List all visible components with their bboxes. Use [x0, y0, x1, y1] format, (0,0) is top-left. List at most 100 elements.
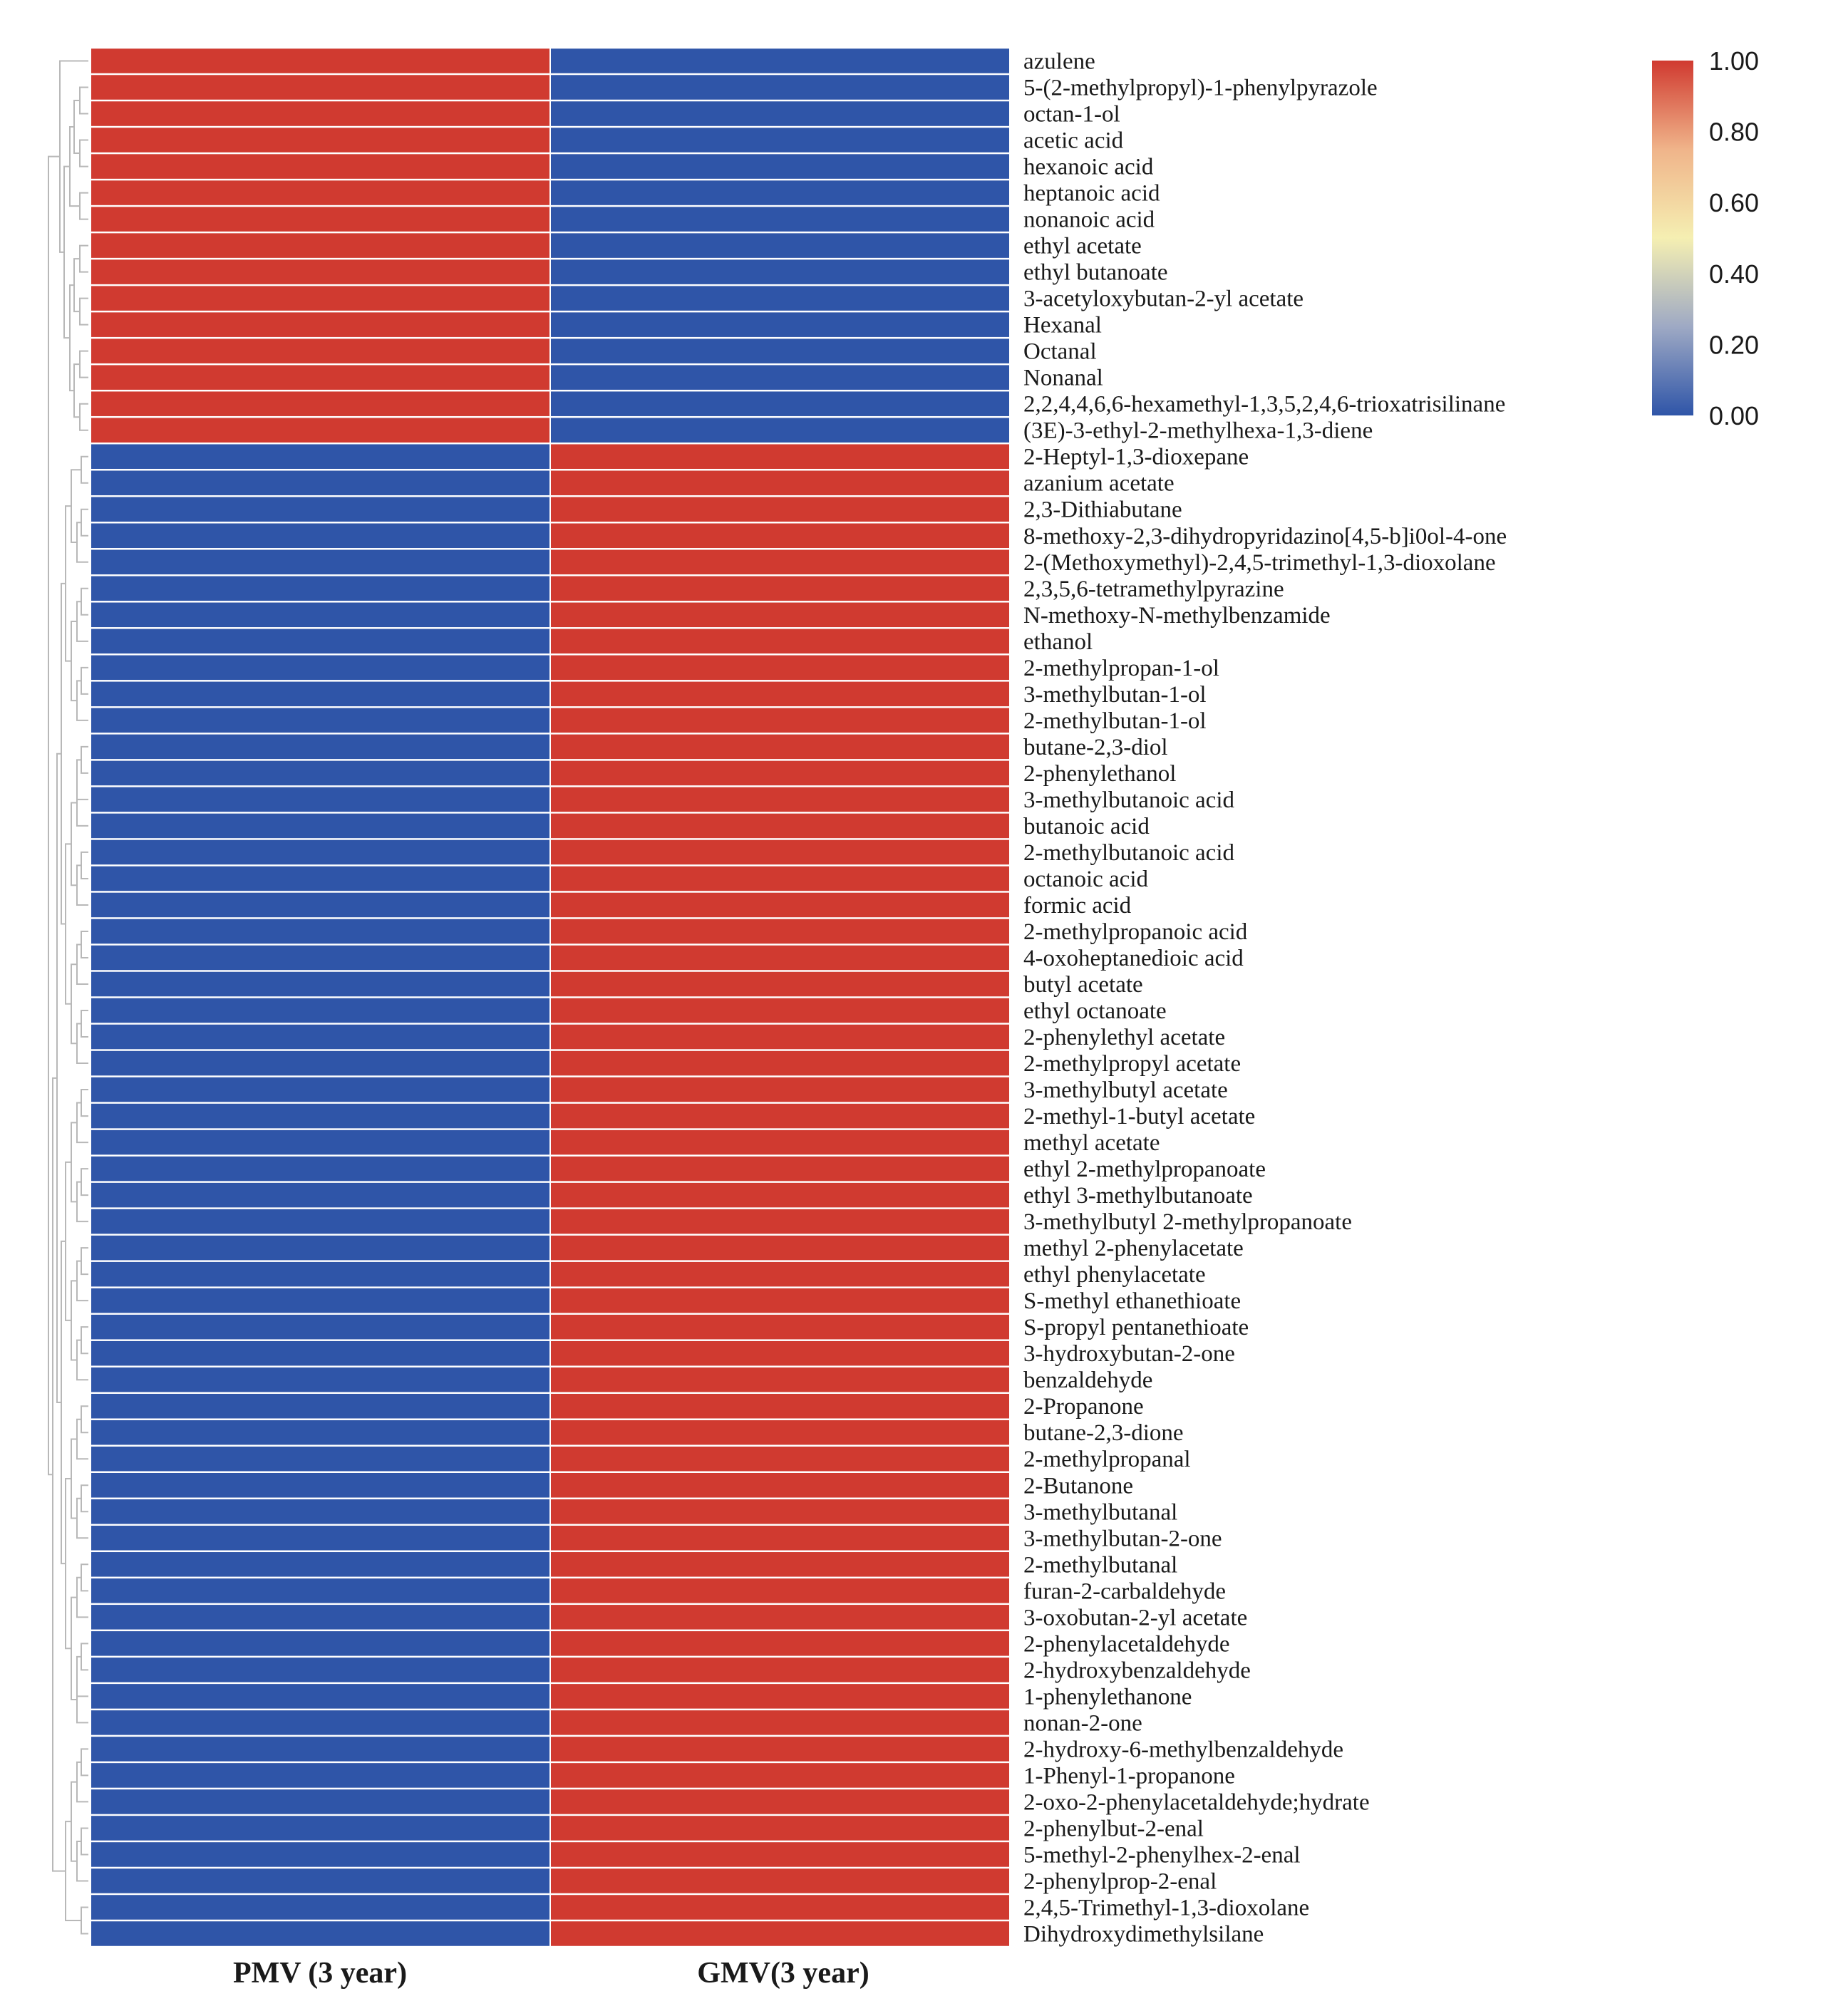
- heatmap-cell: [551, 128, 1009, 152]
- dendrogram-branch: [81, 1484, 88, 1513]
- heatmap-cell: [91, 1473, 549, 1498]
- dendrogram-branch: [76, 780, 88, 827]
- heatmap-cell: [91, 602, 549, 628]
- heatmap-cell: [91, 233, 549, 258]
- row-label: azulene: [1023, 49, 1095, 75]
- row-label: methyl 2-phenylacetate: [1023, 1236, 1244, 1261]
- heatmap-cell: [551, 101, 1009, 126]
- heatmap-cell: [91, 1921, 549, 1946]
- heatmap-cell: [551, 1710, 1009, 1735]
- heatmap-cell: [551, 418, 1009, 443]
- heatmap-cell: [91, 1789, 549, 1814]
- heatmap-cell: [551, 998, 1009, 1023]
- heatmap-cell: [551, 1737, 1009, 1762]
- heatmap-cell: [551, 1658, 1009, 1682]
- row-label: 2-hydroxy-6-methylbenzaldehyde: [1023, 1737, 1343, 1762]
- heatmap-cell: [91, 1631, 549, 1656]
- heatmap-cell: [91, 1129, 549, 1155]
- row-label: butyl acetate: [1023, 972, 1143, 998]
- heatmap-cell: [551, 1552, 1009, 1577]
- heatmap-cell: [551, 391, 1009, 416]
- row-label: 8-methoxy-2,3-dihydropyridazino[4,5-b]i0…: [1023, 524, 1507, 549]
- dendrogram-branch: [76, 1576, 88, 1618]
- row-label: butane-2,3-diol: [1023, 735, 1168, 760]
- heatmap-cell: [91, 1499, 549, 1524]
- heatmap-cell: [91, 576, 549, 601]
- colorbar-tick-label: 1.00: [1709, 46, 1759, 76]
- colorbar-tick-label: 0.00: [1709, 401, 1759, 430]
- dendrogram-branch: [81, 587, 88, 616]
- heatmap-cell: [551, 971, 1009, 997]
- heatmap-cell: [91, 1658, 549, 1682]
- heatmap-cell: [91, 1367, 549, 1392]
- heatmap-cell: [551, 866, 1009, 891]
- heatmap-cell: [91, 1605, 549, 1630]
- heatmap-cell: [91, 1816, 549, 1841]
- heatmap-cell: [91, 1261, 549, 1287]
- row-label: octan-1-ol: [1023, 102, 1120, 128]
- heatmap-cell: [551, 1103, 1009, 1129]
- dendrogram-branch: [71, 1596, 77, 1700]
- heatmap-cell: [91, 971, 549, 997]
- dendrogram-branch: [76, 1102, 88, 1144]
- heatmap-cell: [91, 1393, 549, 1419]
- colorbar-tick-label: 0.40: [1709, 259, 1759, 289]
- dendrogram-branch: [81, 1405, 88, 1434]
- heatmap-cell: [551, 1578, 1009, 1603]
- row-label: nonan-2-one: [1023, 1710, 1142, 1736]
- row-label: 2-hydroxybenzaldehyde: [1023, 1658, 1251, 1683]
- row-label: acetic acid: [1023, 128, 1124, 154]
- heatmap-cell: [91, 681, 549, 707]
- heatmap-cell: [551, 470, 1009, 495]
- heatmap-cell: [551, 497, 1009, 522]
- dendrogram-branch: [76, 1339, 88, 1381]
- heatmap-cell: [551, 1393, 1009, 1419]
- row-label: 3-acetyloxybutan-2-yl acetate: [1023, 286, 1304, 312]
- dendrogram-branch: [81, 1089, 88, 1117]
- heatmap-cell: [551, 1921, 1009, 1946]
- row-label: 2-oxo-2-phenylacetaldehyde;hydrate: [1023, 1789, 1370, 1815]
- row-label: 2,3,5,6-tetramethylpyrazine: [1023, 577, 1284, 602]
- heatmap-cell: [551, 1816, 1009, 1841]
- row-label: azanium acetate: [1023, 471, 1175, 497]
- row-label: ethyl acetate: [1023, 234, 1142, 259]
- heatmap-cell: [91, 207, 549, 232]
- row-label: furan-2-carbaldehyde: [1023, 1578, 1226, 1604]
- heatmap-cell: [91, 312, 549, 337]
- heatmap-cell: [551, 576, 1009, 601]
- dendrogram-branch: [71, 802, 77, 886]
- heatmap-cell: [551, 1895, 1009, 1920]
- heatmap-cell: [91, 286, 549, 311]
- heatmap-cell: [91, 919, 549, 944]
- dendrogram-branch: [79, 139, 88, 167]
- row-label: ethyl 3-methylbutanoate: [1023, 1183, 1253, 1209]
- row-label: nonanoic acid: [1023, 207, 1155, 233]
- heatmap-cell: [91, 391, 549, 416]
- heatmap-cell: [551, 1077, 1009, 1102]
- heatmap-cell: [91, 945, 549, 971]
- column-label-pmv: PMV (3 year): [233, 1957, 407, 1990]
- dendrogram-branch: [71, 1438, 77, 1519]
- colorbar-tick-label: 0.60: [1709, 188, 1759, 217]
- heatmap-cell: [91, 1526, 549, 1551]
- heatmap-cell: [551, 1842, 1009, 1867]
- column-labels: PMV (3 year) GMV(3 year): [233, 1957, 869, 1990]
- dendrogram-branch: [81, 930, 88, 958]
- heatmap-cell: [551, 1235, 1009, 1261]
- dendrogram-branch: [81, 1906, 88, 1935]
- heatmap-cell: [551, 655, 1009, 681]
- heatmap-cell: [91, 1314, 549, 1340]
- colorbar-tick-label: 0.20: [1709, 330, 1759, 359]
- heatmap-cell: [91, 444, 549, 469]
- heatmap-cell: [91, 1209, 549, 1234]
- dendrogram-branch: [76, 1497, 88, 1539]
- row-label: 2-methylpropan-1-ol: [1023, 656, 1219, 681]
- row-label: ethyl octanoate: [1023, 998, 1167, 1024]
- row-label: 2-phenylethyl acetate: [1023, 1025, 1225, 1050]
- heatmap-cell: [91, 1842, 549, 1867]
- heatmap-cell: [91, 813, 549, 839]
- row-label: Octanal: [1023, 339, 1097, 365]
- heatmap-cell: [551, 892, 1009, 918]
- row-label: 3-methylbutanoic acid: [1023, 787, 1234, 813]
